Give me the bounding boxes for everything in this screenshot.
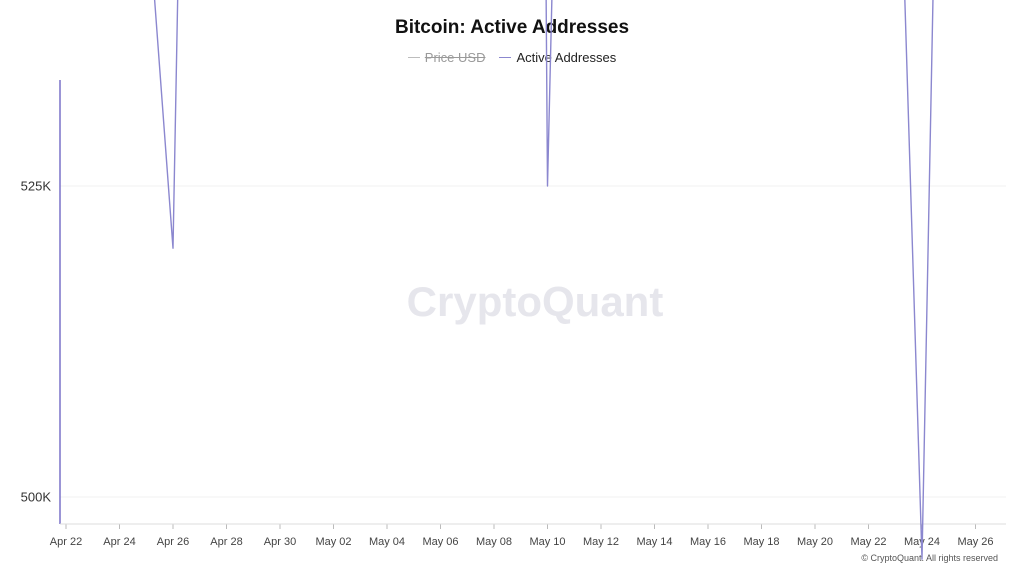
x-tick-label: May 16 [690,536,726,548]
chart-title: Bitcoin: Active Addresses [394,17,630,38]
legend-swatch-price-usd [407,57,420,58]
x-tick-label: May 26 [957,536,993,548]
y-tick-label: 525K [21,179,52,194]
x-tick-label: May 14 [636,536,672,548]
x-tick-label: May 06 [422,536,458,548]
y-tick-label: 500K [21,490,52,505]
y-axis-ticks: 500K525K550K575K600K625K650K675K700K725K… [21,179,52,505]
data-point[interactable] [172,247,174,249]
watermark: CryptoQuant [407,278,664,325]
x-tick-label: May 08 [476,536,512,548]
legend-label-active-addresses: Active Addresses [516,50,617,65]
x-tick-label: Apr 28 [210,536,242,548]
x-axis-ticks: Apr 22 Apr 24 Apr 26 Apr 28 Apr 30 May 02 May … [50,524,994,548]
data-point[interactable] [546,185,548,187]
legend-item-price-usd[interactable]: Price USD [407,50,486,65]
x-tick-label: May 02 [315,536,351,548]
x-tick-label: Apr 22 [50,536,82,548]
grid-lines [60,185,1006,498]
x-tick-label: May 12 [583,536,619,548]
x-tick-label: May 10 [529,536,565,548]
legend-item-active-addresses[interactable]: Active Addresses [499,50,616,65]
legend: Price USD Active Addresses [0,50,1024,65]
x-tick-label: May 18 [743,536,779,548]
copyright-text: © CryptoQuant. All rights reserved [861,553,998,563]
x-tick-label: Apr 24 [103,536,135,548]
x-tick-label: May 04 [369,536,405,548]
x-tick-label: May 22 [850,536,886,548]
x-tick-label: May 20 [797,536,833,548]
x-tick-label: Apr 30 [264,536,296,548]
legend-swatch-active-addresses [499,57,512,58]
x-tick-label: Apr 26 [157,536,189,548]
legend-label-price-usd: Price USD [424,50,486,65]
